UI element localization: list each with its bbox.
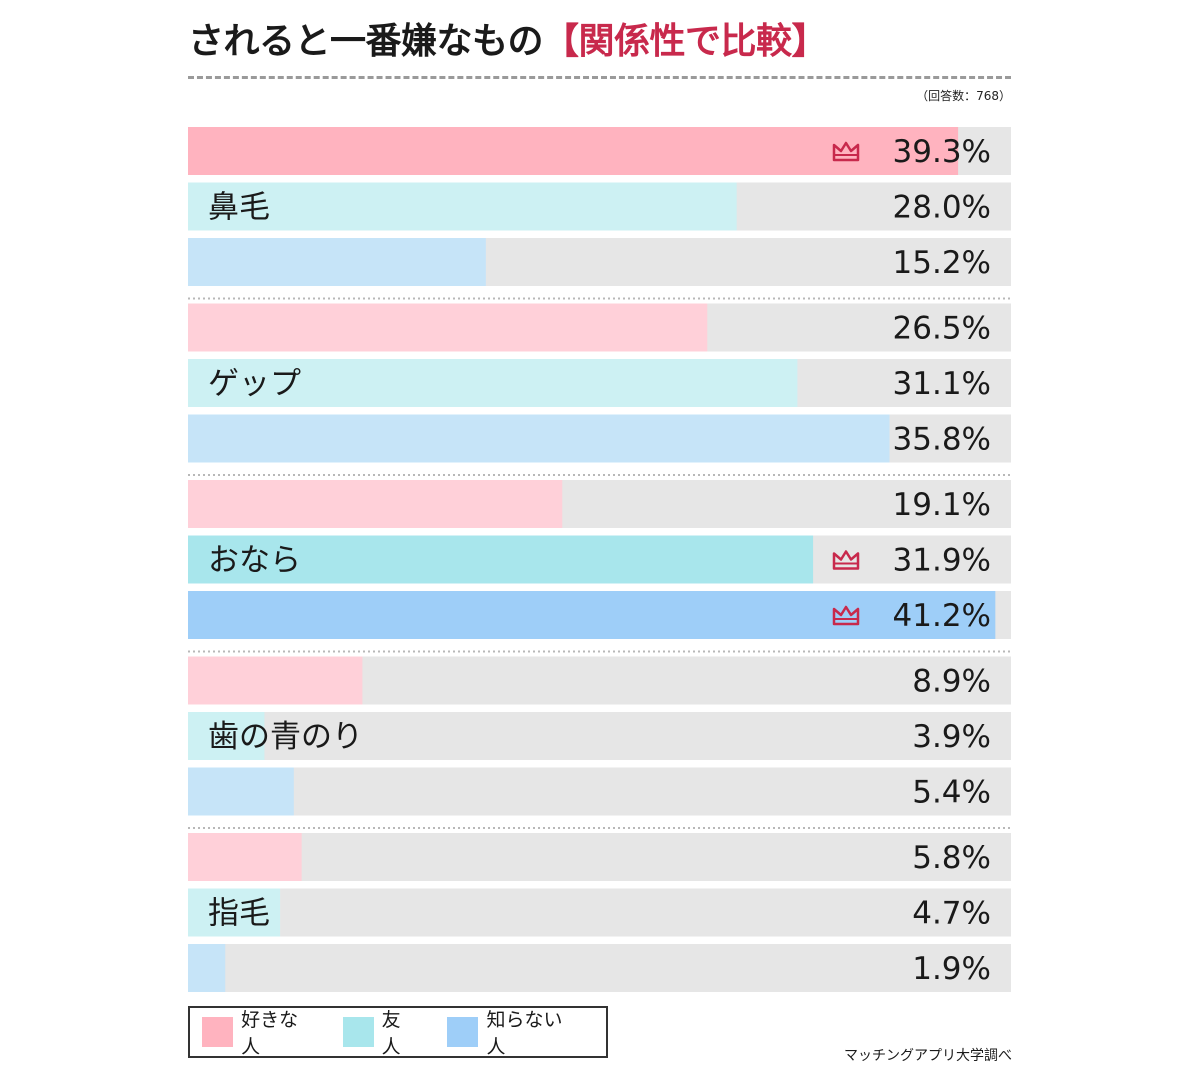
value-label: 5.8% [912,840,991,876]
source-note: マッチングアプリ大学調べ [844,1048,1012,1064]
legend-swatch-friend [342,1017,374,1047]
bar-like [188,303,708,352]
title-main: されると一番嫌なもの [188,21,544,62]
legend-label-stranger: 知らない人 [486,1009,563,1058]
value-label: 3.9% [912,719,991,755]
value-label: 31.1% [893,366,991,402]
value-label: 31.9% [893,543,991,579]
value-label: 35.8% [893,422,991,458]
title-divider [188,76,1011,79]
legend-swatch-like [202,1017,234,1047]
bar-friend [188,888,281,937]
bar-stranger [188,767,294,816]
value-label: 26.5% [893,311,991,347]
bar-friend [188,535,814,584]
bar-like [188,480,563,528]
sample-note: （回答数：768） [916,89,1011,103]
bar-friend [188,359,798,407]
category-label: ゲップ [208,366,301,402]
legend-item-like: 好きな人 [202,1005,313,1059]
crown-icon [832,605,860,626]
bar-track [188,767,1011,816]
legend-label-like: 好きな人 [241,1009,299,1058]
bar-like [188,833,302,881]
bar-track [188,712,1011,760]
bar-track [188,944,1011,992]
value-label: 4.7% [912,896,991,932]
category-label: 鼻毛 [208,190,270,226]
legend-label-friend: 友人 [381,1009,401,1058]
page-title: されると一番嫌なもの【関係性で比較】 [188,14,828,70]
value-label: 39.3% [893,134,991,170]
value-label: 41.2% [893,598,991,634]
category-label: 指毛 [208,896,270,932]
value-label: 15.2% [893,245,991,281]
bar-friend [188,182,737,231]
bar-like [188,656,363,705]
legend: 好きな人 友人 知らない人 [188,1006,608,1058]
value-label: 19.1% [893,487,991,523]
bar-stranger [188,414,890,463]
bar-like [188,127,959,175]
category-label: 歯の青のり [208,719,363,755]
legend-item-friend: 友人 [342,1005,418,1059]
bar-stranger [188,591,996,639]
bar-stranger [188,238,486,286]
bar-track [188,888,1011,937]
legend-item-stranger: 知らない人 [447,1005,576,1059]
legend-swatch-stranger [447,1017,479,1047]
bar-stranger [188,944,226,992]
value-label: 5.4% [912,775,991,811]
value-label: 8.9% [912,664,991,700]
bar-friend [188,712,265,760]
category-label: おなら [208,543,301,579]
crown-icon [832,550,860,570]
bar-track [188,833,1011,881]
crown-icon [832,141,860,162]
title-accent: 【関係性で比較】 [543,21,828,62]
value-label: 1.9% [912,951,991,987]
value-label: 28.0% [893,190,991,226]
bar-chart: 39.3% 28.0% 15.2% 鼻毛 26.5% 31.1% 35.8% ゲップ 19.1%… [188,127,1011,992]
